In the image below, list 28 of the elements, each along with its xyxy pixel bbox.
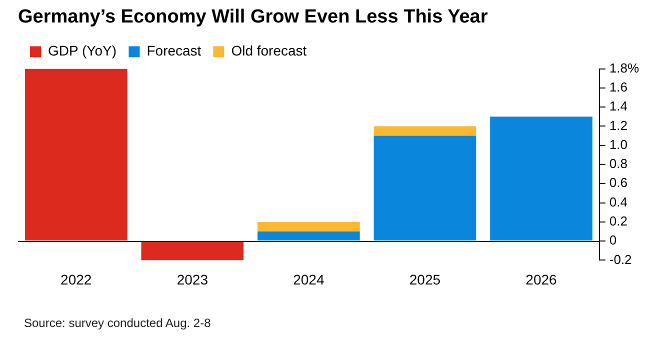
x-tick-label: 2025 [409, 271, 441, 288]
y-tick-label: 0 [609, 232, 617, 248]
legend-label: GDP (YoY) [48, 42, 116, 59]
legend-label: Forecast [146, 42, 202, 59]
source-note: Source: survey conducted Aug. 2-8 [24, 316, 211, 330]
chart-title: Germany’s Economy Will Grow Even Less This Year [18, 6, 488, 28]
bar [24, 68, 128, 241]
y-tick-label: 0.6 [609, 175, 628, 190]
y-tick-label: 1.8% [609, 60, 640, 76]
bar [374, 126, 476, 136]
x-tick-label: 2026 [526, 271, 558, 288]
y-tick-label: 1.2 [609, 118, 628, 133]
y-tick-label: 1.6 [609, 80, 628, 95]
bar [258, 222, 360, 232]
bar [258, 231, 360, 241]
bar [490, 116, 592, 241]
y-tick-label: 0.8 [609, 156, 628, 172]
bar [374, 136, 476, 241]
x-tick-label: 2022 [60, 271, 92, 288]
legend-label: Old forecast [231, 42, 307, 59]
y-tick-label: 0.2 [609, 214, 628, 228]
y-tick-label: 1.4 [609, 98, 628, 114]
x-tick-label: 2023 [176, 271, 208, 288]
y-tick-label: 1.0 [609, 136, 628, 152]
y-tick-label: 0.4 [609, 194, 628, 210]
y-tick-label: -0.2 [609, 252, 632, 267]
x-tick-label: 2024 [293, 271, 324, 288]
bar [141, 242, 244, 260]
